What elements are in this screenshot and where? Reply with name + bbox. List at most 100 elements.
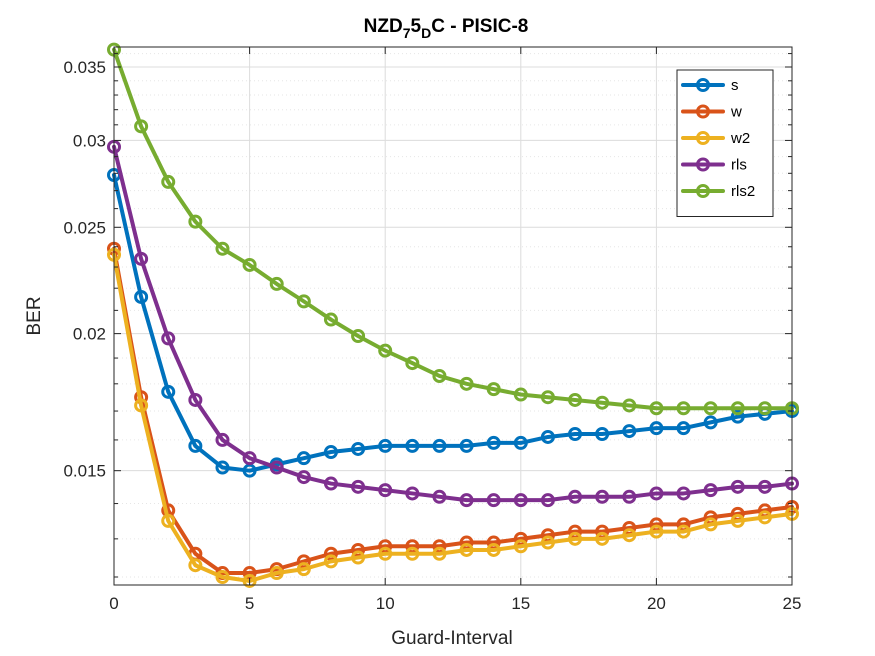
y-tick-label: 0.025	[63, 218, 106, 237]
data-point-rls2	[378, 343, 393, 358]
data-point-w	[323, 546, 338, 561]
data-point-w2	[296, 562, 311, 577]
x-tick-label: 10	[376, 594, 395, 613]
data-point-w2	[757, 510, 772, 525]
data-point-rls	[134, 251, 149, 266]
data-point-w	[296, 554, 311, 569]
data-point-s	[378, 438, 393, 453]
data-point-rls2	[188, 214, 203, 229]
plot-frame	[113, 46, 793, 586]
data-point-s	[676, 421, 691, 436]
data-point-w2	[432, 546, 447, 561]
data-point-rls	[242, 451, 257, 466]
data-point-rls	[405, 486, 420, 501]
data-point-s	[405, 438, 420, 453]
data-point-rls	[161, 331, 176, 346]
x-tick-label: 15	[511, 594, 530, 613]
data-point-rls	[568, 489, 583, 504]
legend-marker-w	[696, 104, 710, 119]
data-point-w	[405, 539, 420, 554]
data-point-rls2	[513, 387, 528, 402]
data-point-rls2	[676, 401, 691, 416]
legend-label-w: w	[730, 104, 742, 121]
data-point-rls2	[432, 368, 447, 383]
data-point-s	[296, 451, 311, 466]
data-point-s	[134, 289, 149, 304]
data-point-rls2	[568, 392, 583, 407]
data-point-w2	[649, 524, 664, 539]
axis-ticks	[113, 47, 793, 585]
data-point-s	[513, 435, 528, 450]
data-point-w2	[568, 531, 583, 546]
data-point-s	[161, 384, 176, 399]
data-point-rls	[188, 392, 203, 407]
data-point-w2	[676, 524, 691, 539]
data-point-rls	[703, 483, 718, 498]
data-point-rls2	[540, 390, 555, 405]
x-tick-label: 25	[783, 594, 802, 613]
data-point-w2	[459, 542, 474, 557]
legend-label-rls: rls	[731, 157, 747, 174]
data-point-rls	[513, 493, 528, 508]
data-point-rls	[432, 489, 447, 504]
data-point-s	[432, 438, 447, 453]
data-point-rls2	[622, 398, 637, 413]
data-point-rls	[323, 476, 338, 491]
data-point-rls	[676, 486, 691, 501]
data-point-rls	[296, 470, 311, 485]
data-point-rls	[269, 460, 284, 475]
data-point-rls2	[215, 241, 230, 256]
data-point-s	[595, 427, 610, 442]
legend-box	[676, 69, 774, 217]
legend: sw w2 rls rls2	[676, 69, 774, 217]
data-point-w	[351, 542, 366, 557]
data-point-rls2	[351, 329, 366, 344]
x-tick-label: 20	[647, 594, 666, 613]
data-point-w2	[161, 513, 176, 528]
data-point-w2	[513, 539, 528, 554]
series-rls	[107, 139, 799, 508]
data-point-s	[540, 429, 555, 444]
data-point-w2	[486, 542, 501, 557]
data-point-w2	[215, 569, 230, 584]
data-point-rls2	[405, 356, 420, 371]
data-point-rls2	[595, 395, 610, 410]
data-point-w	[378, 539, 393, 554]
data-point-w2	[323, 554, 338, 569]
data-point-s	[351, 441, 366, 456]
data-point-rls2	[161, 174, 176, 189]
legend-marker-rls2	[696, 184, 710, 198]
data-point-rls	[215, 432, 230, 447]
x-tick-label: 5	[245, 594, 254, 613]
x-tick-label: 0	[109, 594, 118, 613]
data-point-rls	[486, 493, 501, 508]
legend-label-s: s	[731, 77, 739, 94]
data-point-rls2	[486, 382, 501, 397]
data-point-s	[486, 435, 501, 450]
data-point-w2	[595, 531, 610, 546]
series-w2	[107, 247, 799, 588]
legend-label-rls2: rls2	[731, 183, 755, 200]
data-point-rls	[730, 479, 745, 494]
data-point-rls	[649, 486, 664, 501]
data-point-rls2	[459, 376, 474, 391]
data-point-w2	[622, 528, 637, 543]
data-point-w2	[242, 573, 257, 588]
data-point-rls2	[323, 312, 338, 327]
data-point-rls2	[134, 119, 149, 134]
data-point-w2	[703, 517, 718, 532]
data-point-rls2	[269, 276, 284, 291]
data-point-rls	[378, 483, 393, 498]
data-point-rls2	[649, 401, 664, 416]
legend-marker-s	[696, 78, 710, 92]
data-point-rls	[622, 489, 637, 504]
y-tick-label: 0.015	[63, 462, 106, 481]
data-point-rls	[595, 489, 610, 504]
data-point-s	[649, 421, 664, 436]
data-point-w2	[540, 535, 555, 550]
legend-marker-rls	[696, 157, 710, 172]
data-point-s	[215, 460, 230, 475]
data-point-rls	[459, 493, 474, 508]
y-tick-label: 0.02	[73, 325, 106, 344]
